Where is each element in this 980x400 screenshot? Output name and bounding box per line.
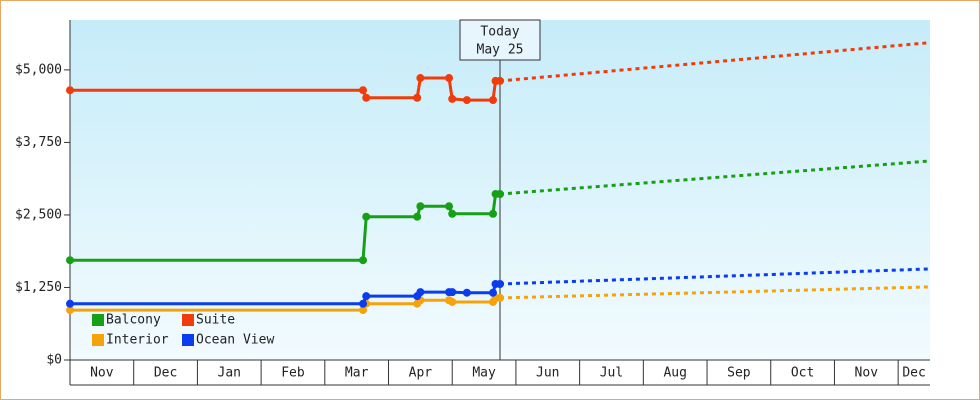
data-point <box>488 288 497 297</box>
today-box <box>459 19 541 61</box>
data-point <box>496 279 504 288</box>
legend-label: Suite <box>196 313 235 328</box>
data-point <box>416 74 425 83</box>
data-point <box>448 209 457 218</box>
data-point <box>413 212 422 221</box>
data-point <box>362 212 371 221</box>
x-tick-label: Nov <box>90 366 114 381</box>
x-tick-label: Dec <box>902 366 925 381</box>
data-point <box>488 96 497 105</box>
data-point <box>416 202 425 211</box>
data-point <box>448 297 457 306</box>
y-tick-label: $5,000 <box>15 62 62 77</box>
data-point <box>66 256 74 265</box>
legend-label: Balcony <box>106 313 161 328</box>
x-tick-label: Aug <box>663 366 686 381</box>
legend-label: Ocean View <box>196 333 274 348</box>
data-point <box>359 256 368 265</box>
today-label: Today <box>480 25 519 40</box>
legend-swatch <box>92 334 104 346</box>
data-point <box>496 76 504 85</box>
legend-swatch <box>182 314 194 326</box>
data-point <box>362 93 371 102</box>
x-tick-label: Sep <box>727 366 751 381</box>
data-point <box>362 292 371 301</box>
x-tick-label: Oct <box>791 366 814 381</box>
legend-swatch <box>92 314 104 326</box>
data-point <box>413 93 422 102</box>
series-line <box>70 192 500 262</box>
data-point <box>416 288 425 297</box>
x-tick-label: Mar <box>345 366 369 381</box>
data-point <box>66 306 74 315</box>
data-point <box>66 86 74 95</box>
y-tick-label: $2,500 <box>15 207 62 222</box>
data-point <box>445 74 454 83</box>
data-point <box>462 96 471 105</box>
y-tick-label: $3,750 <box>15 135 62 150</box>
x-tick-label: Jul <box>600 366 623 381</box>
data-point <box>359 86 368 95</box>
data-point <box>496 190 504 199</box>
data-point <box>448 94 457 103</box>
data-point <box>359 299 368 308</box>
data-point <box>488 209 497 218</box>
today-label: May 25 <box>477 43 524 58</box>
data-point <box>66 299 74 308</box>
x-tick-label: Nov <box>855 366 879 381</box>
y-tick-label: $1,250 <box>15 280 62 295</box>
legend-swatch <box>182 334 194 346</box>
x-tick-label: Dec <box>154 366 177 381</box>
data-point <box>496 293 504 302</box>
x-tick-label: Apr <box>409 366 433 381</box>
data-point <box>359 306 368 315</box>
data-point <box>445 202 454 211</box>
x-tick-label: Feb <box>281 366 305 381</box>
data-point <box>462 288 471 297</box>
y-tick-label: $0 <box>46 353 62 368</box>
x-tick-label: Jan <box>218 366 241 381</box>
legend-label: Interior <box>106 333 169 348</box>
data-point <box>448 288 457 297</box>
x-tick-label: May <box>472 366 496 381</box>
x-tick-label: Jun <box>536 366 559 381</box>
